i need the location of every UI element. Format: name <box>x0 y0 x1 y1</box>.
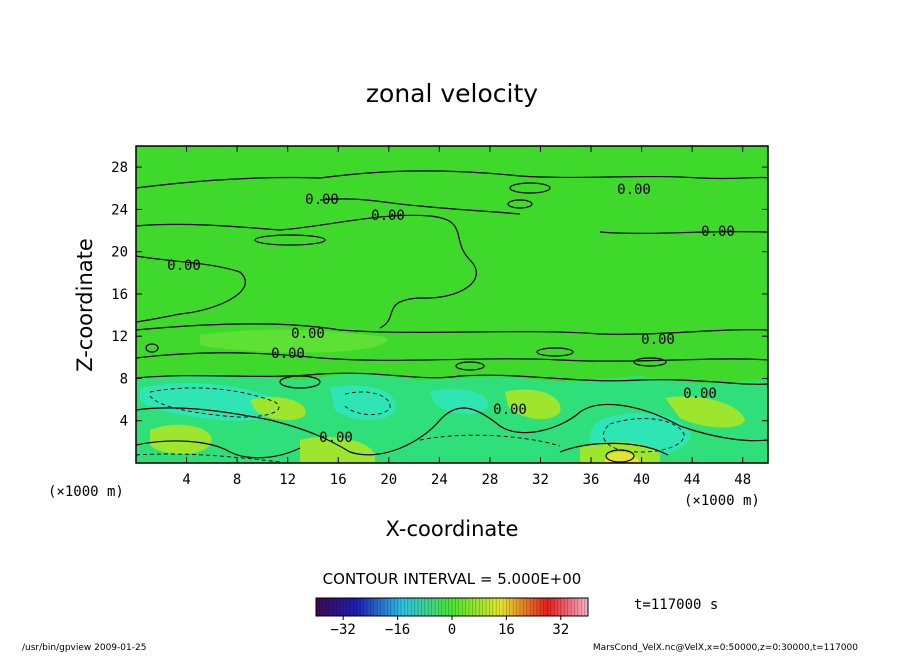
field-negative-patch-2 <box>330 385 396 421</box>
y-tick-label: 4 <box>120 414 128 430</box>
colorbar-tick-label: −32 <box>331 622 356 638</box>
colorbar-tick-label: −16 <box>385 622 410 638</box>
y-tick-label: 8 <box>120 371 128 387</box>
field-negative-patch-1 <box>140 383 286 421</box>
contour-label: 0.00 <box>371 208 405 224</box>
contour-label: 0.00 <box>617 182 651 198</box>
contour-interval-text: CONTOUR INTERVAL = 5.000E+00 <box>323 570 582 588</box>
colorbar-stripes <box>319 598 585 616</box>
field-positive-patch-2 <box>250 397 306 421</box>
contour-label: 0.00 <box>701 224 735 240</box>
contour-line <box>136 170 768 189</box>
contour-label: 0.00 <box>305 192 339 208</box>
x-axis-title: X-coordinate <box>386 517 519 541</box>
y-tick-label: 28 <box>111 160 128 176</box>
contour-island <box>254 234 326 246</box>
time-label: t=117000 s <box>634 597 718 613</box>
contour-line <box>136 255 246 323</box>
x-tick-label: 24 <box>431 472 448 488</box>
x-tick-label: 44 <box>684 472 701 488</box>
x-tick-label: 32 <box>532 472 549 488</box>
contour-line <box>136 440 301 459</box>
contour-line <box>136 352 768 362</box>
x-tick-label: 36 <box>583 472 600 488</box>
contour-line <box>319 198 521 215</box>
field-positive-patch-1 <box>150 424 212 455</box>
x-tick-label: 4 <box>182 472 190 488</box>
contour-label: 0.00 <box>167 258 201 274</box>
y-axis: 4 8 12 16 20 24 28 <box>111 160 768 430</box>
x-tick-label: 8 <box>233 472 241 488</box>
contour-line <box>136 372 768 385</box>
x-tick-label: 12 <box>279 472 296 488</box>
x-tick-label: 20 <box>380 472 397 488</box>
colorbar-ticks: −32 −16 0 16 32 <box>331 616 569 638</box>
colorbar-tick-label: 0 <box>448 622 456 638</box>
contour-label: 0.00 <box>319 430 353 446</box>
y-tick-label: 20 <box>111 245 128 261</box>
contour-label: 0.00 <box>641 332 675 348</box>
field-negative-patch-3 <box>430 388 489 415</box>
contour-line <box>136 214 477 329</box>
y-tick-label: 12 <box>111 329 128 345</box>
contour-line-negative <box>344 391 391 415</box>
x-tick-label: 40 <box>633 472 650 488</box>
contour-line <box>136 323 768 335</box>
contour-label: 0.00 <box>291 326 325 342</box>
footer-right: MarsCond_VelX.nc@VelX,x=0:50000,z=0:3000… <box>593 643 858 653</box>
plot-frame <box>135 145 769 464</box>
contour-island <box>633 357 667 367</box>
contour-line <box>136 403 768 456</box>
contour-island <box>536 347 574 357</box>
field-strong-positive-patch <box>605 452 640 463</box>
x-unit-label-right: (×1000 m) <box>684 493 760 509</box>
contour-line <box>599 230 768 234</box>
contour-label: 0.00 <box>271 346 305 362</box>
field-positive-patch-3 <box>505 389 561 420</box>
contour-label: 0.00 <box>683 386 717 402</box>
contour-line-negative <box>419 434 561 447</box>
contour-island <box>279 375 321 389</box>
contour-island <box>509 182 551 194</box>
contour-line-negative <box>149 387 280 418</box>
contour-island <box>507 199 533 209</box>
field-positive-patch-4 <box>665 396 745 428</box>
x-axis: 4 8 12 16 20 24 28 32 36 40 44 48 <box>182 146 751 488</box>
colorbar-tick-label: 32 <box>552 622 569 638</box>
plot-area: 0.00 0.00 0.00 0.00 0.00 0.00 0.00 0.00 … <box>136 146 768 463</box>
contour-label: 0.00 <box>493 402 527 418</box>
contour-island <box>455 361 485 371</box>
contour-island <box>605 449 635 463</box>
colorbar-tick-label: 16 <box>498 622 515 638</box>
y-tick-label: 16 <box>111 287 128 303</box>
x-tick-label: 48 <box>734 472 751 488</box>
field-positive-patch-5 <box>300 436 375 463</box>
footer-left: /usr/bin/gpview 2009-01-25 <box>22 643 146 653</box>
contour-line-negative <box>603 418 685 453</box>
contour-island <box>145 343 159 353</box>
y-tick-label: 24 <box>111 202 128 218</box>
x-tick-label: 16 <box>330 472 347 488</box>
field-weak-positive-band <box>200 329 388 353</box>
x-unit-label-left: (×1000 m) <box>48 484 124 500</box>
contour-line-negative <box>136 453 281 463</box>
chart-title: zonal velocity <box>366 79 538 108</box>
y-axis-title: Z-coordinate <box>73 238 97 372</box>
x-tick-label: 28 <box>481 472 498 488</box>
